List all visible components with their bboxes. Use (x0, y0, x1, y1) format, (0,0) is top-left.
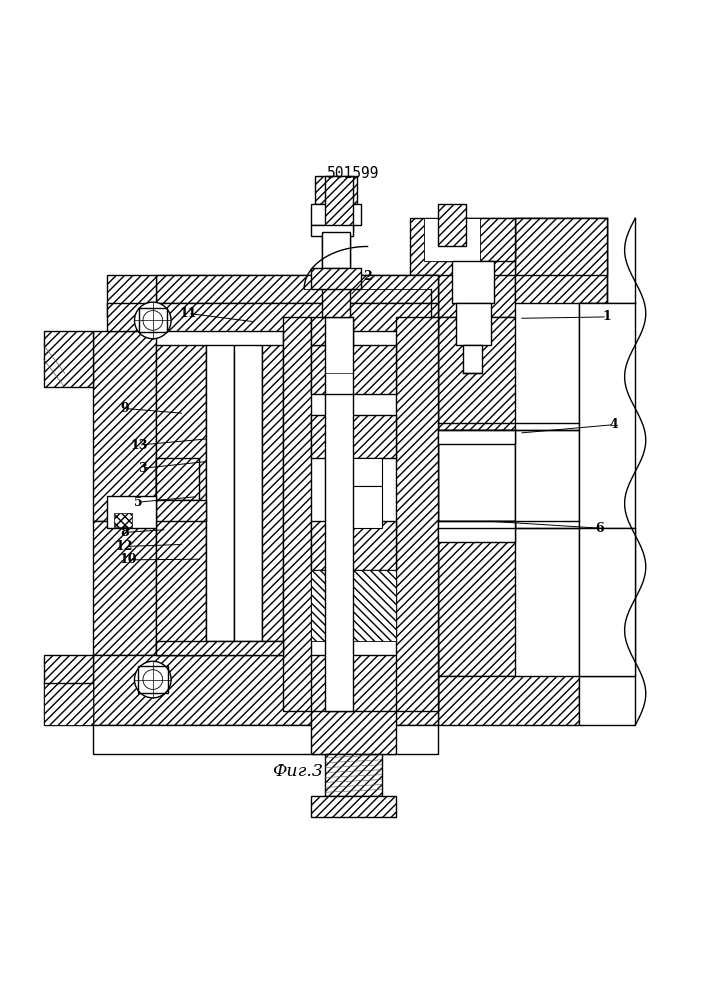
Circle shape (143, 311, 163, 330)
Polygon shape (283, 317, 438, 711)
Polygon shape (579, 528, 635, 676)
Polygon shape (325, 317, 354, 711)
Polygon shape (44, 683, 93, 725)
Polygon shape (424, 218, 480, 261)
Circle shape (143, 670, 163, 689)
Polygon shape (579, 528, 635, 676)
Text: 5: 5 (134, 496, 143, 509)
Polygon shape (311, 345, 396, 394)
Polygon shape (579, 676, 635, 725)
Polygon shape (438, 521, 515, 676)
Text: 6: 6 (596, 522, 604, 535)
Text: 501599: 501599 (327, 166, 380, 181)
Polygon shape (156, 458, 199, 521)
Bar (138, 666, 168, 693)
Polygon shape (438, 218, 515, 261)
Text: 10: 10 (119, 553, 137, 566)
Text: 13: 13 (130, 439, 147, 452)
Polygon shape (262, 345, 283, 641)
Polygon shape (206, 345, 234, 641)
Bar (438, 204, 466, 246)
Bar (462, 345, 482, 373)
Polygon shape (438, 521, 515, 542)
Polygon shape (322, 232, 350, 268)
Polygon shape (156, 275, 438, 303)
Polygon shape (107, 303, 438, 331)
Text: 9: 9 (120, 402, 129, 415)
Bar (114, 513, 132, 527)
Polygon shape (311, 415, 396, 458)
Polygon shape (455, 303, 491, 345)
Text: 3: 3 (138, 462, 146, 475)
Polygon shape (325, 458, 382, 486)
Polygon shape (44, 655, 93, 725)
Polygon shape (438, 430, 515, 521)
Polygon shape (311, 521, 396, 570)
Polygon shape (396, 317, 438, 711)
Polygon shape (156, 500, 206, 521)
Circle shape (134, 302, 171, 339)
Polygon shape (156, 458, 199, 500)
Polygon shape (93, 521, 156, 655)
Polygon shape (311, 570, 396, 641)
Polygon shape (283, 317, 311, 711)
Polygon shape (579, 303, 635, 528)
Text: 12: 12 (116, 540, 134, 553)
Polygon shape (93, 655, 438, 725)
Polygon shape (452, 261, 494, 303)
Polygon shape (311, 711, 396, 754)
Bar (139, 308, 167, 332)
Text: 4: 4 (609, 418, 619, 431)
Text: Фиг.3: Фиг.3 (271, 763, 322, 780)
Polygon shape (438, 676, 579, 725)
Polygon shape (311, 317, 354, 345)
Polygon shape (44, 331, 93, 387)
Polygon shape (515, 218, 607, 275)
Polygon shape (325, 176, 354, 232)
Text: 1: 1 (602, 310, 612, 323)
Polygon shape (156, 275, 438, 317)
Polygon shape (515, 430, 579, 528)
Polygon shape (325, 486, 382, 528)
Polygon shape (156, 345, 206, 655)
Polygon shape (579, 303, 607, 430)
Polygon shape (156, 641, 283, 655)
Polygon shape (315, 176, 357, 204)
Polygon shape (93, 725, 438, 754)
Bar (107, 496, 156, 528)
Polygon shape (311, 204, 361, 225)
Polygon shape (438, 317, 515, 430)
Polygon shape (438, 430, 515, 444)
Bar (311, 225, 354, 236)
Polygon shape (515, 218, 607, 303)
Polygon shape (438, 232, 515, 317)
Polygon shape (322, 190, 350, 317)
Polygon shape (311, 796, 396, 817)
Polygon shape (107, 275, 156, 317)
Polygon shape (410, 218, 515, 275)
Text: 2: 2 (363, 270, 372, 283)
Text: 11: 11 (180, 307, 197, 320)
Polygon shape (325, 754, 382, 796)
Polygon shape (311, 268, 361, 289)
Polygon shape (234, 345, 262, 641)
Text: 8: 8 (120, 526, 129, 539)
Circle shape (134, 661, 171, 698)
Polygon shape (93, 331, 156, 521)
